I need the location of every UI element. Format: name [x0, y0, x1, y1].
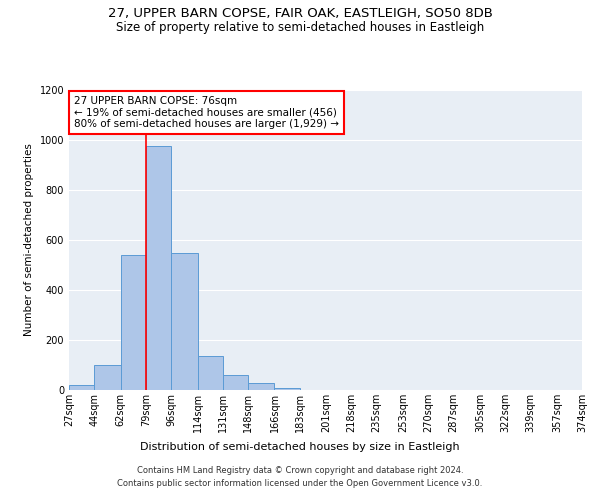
- Text: Size of property relative to semi-detached houses in Eastleigh: Size of property relative to semi-detach…: [116, 21, 484, 34]
- Bar: [248, 382, 274, 390]
- Text: Contains HM Land Registry data © Crown copyright and database right 2024.
Contai: Contains HM Land Registry data © Crown c…: [118, 466, 482, 487]
- Bar: [171, 252, 197, 390]
- Y-axis label: Number of semi-detached properties: Number of semi-detached properties: [24, 144, 34, 336]
- Bar: [94, 365, 121, 390]
- Bar: [274, 388, 299, 390]
- Bar: [121, 255, 146, 390]
- Bar: [146, 146, 171, 390]
- Text: Distribution of semi-detached houses by size in Eastleigh: Distribution of semi-detached houses by …: [140, 442, 460, 452]
- Text: 27, UPPER BARN COPSE, FAIR OAK, EASTLEIGH, SO50 8DB: 27, UPPER BARN COPSE, FAIR OAK, EASTLEIG…: [107, 8, 493, 20]
- Bar: [69, 385, 94, 390]
- Text: 27 UPPER BARN COPSE: 76sqm
← 19% of semi-detached houses are smaller (456)
80% o: 27 UPPER BARN COPSE: 76sqm ← 19% of semi…: [74, 96, 339, 129]
- Bar: [197, 356, 223, 390]
- Bar: [223, 375, 248, 390]
